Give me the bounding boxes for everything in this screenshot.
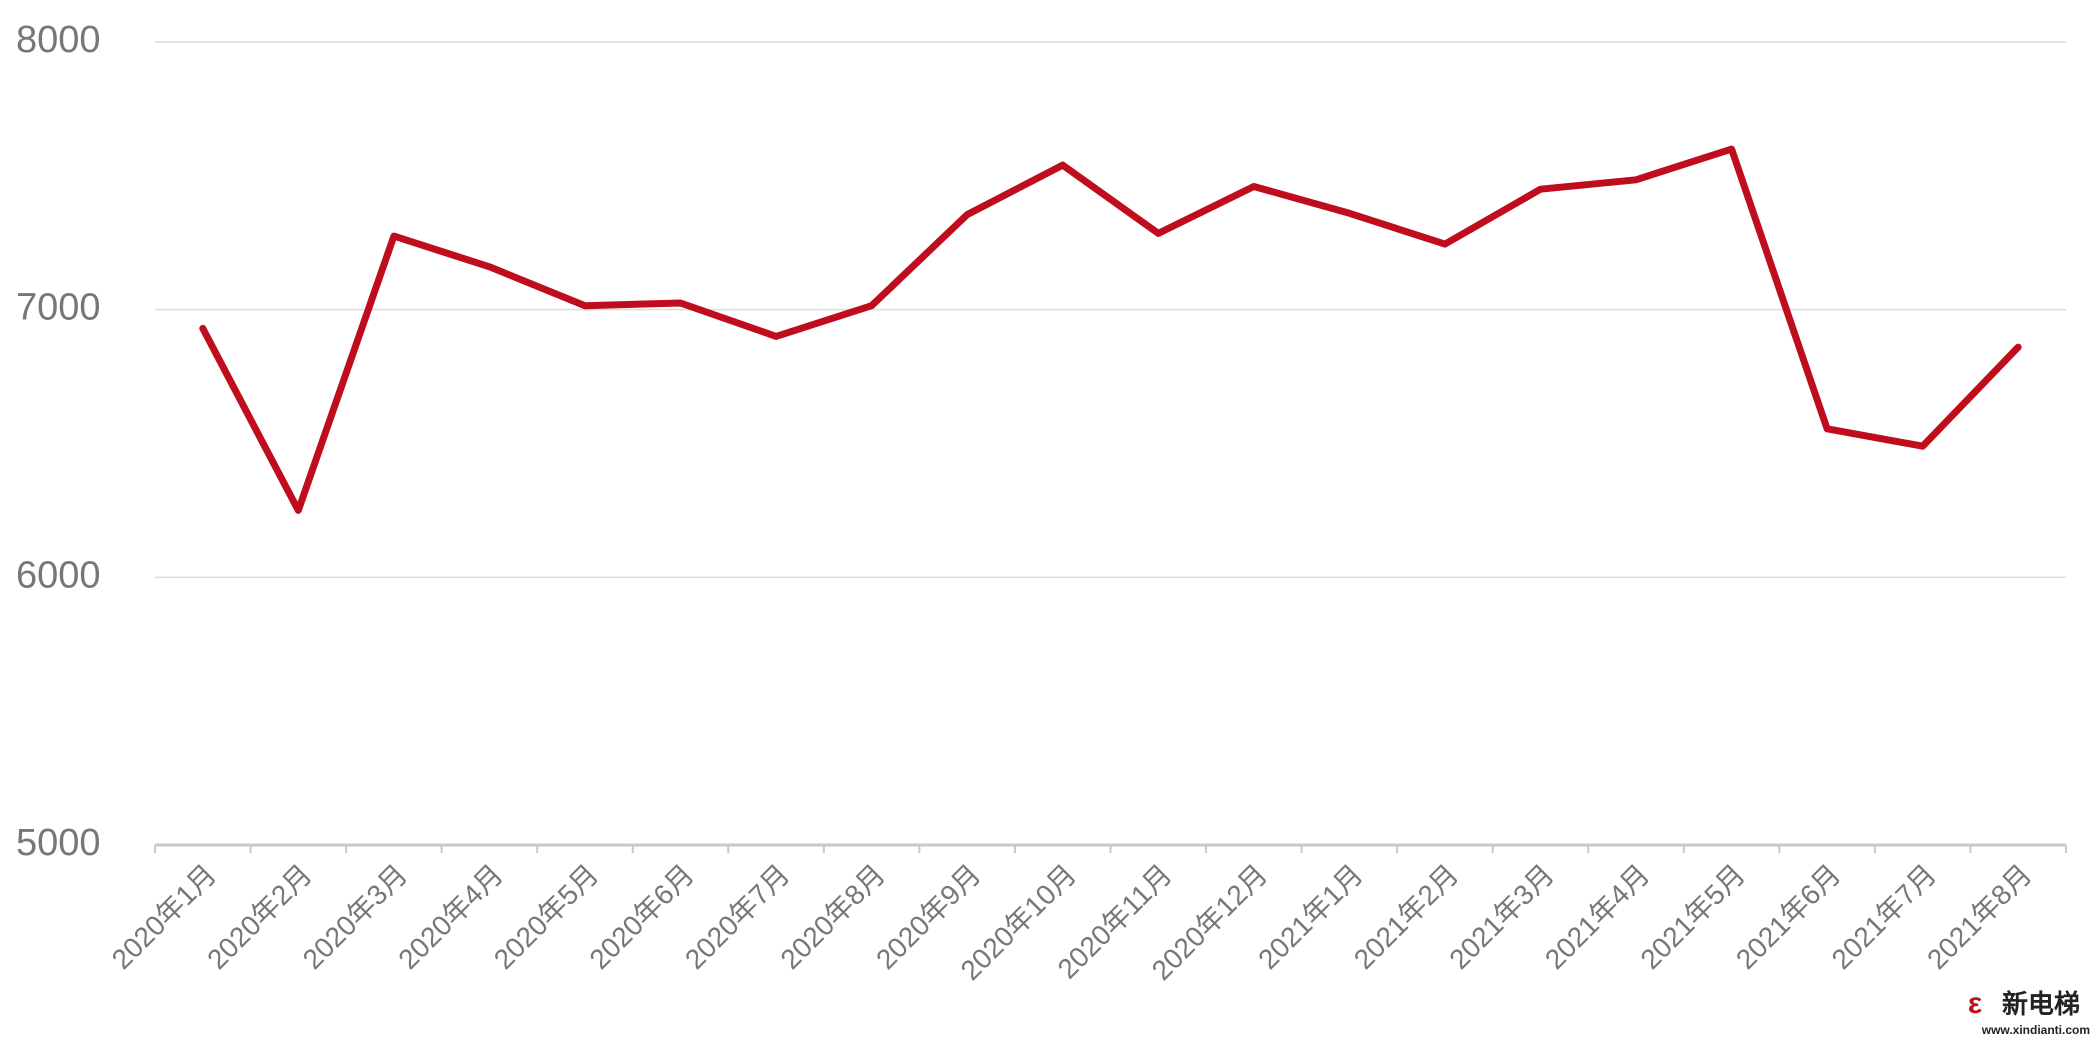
- y-tick-label: 7000: [16, 287, 101, 329]
- watermark-url: www.xindianti.com: [1981, 1023, 2090, 1037]
- watermark-name: 新电梯: [2002, 989, 2080, 1019]
- y-tick-label: 6000: [16, 554, 101, 596]
- x-tick-label: 2021年8月: [1921, 859, 2038, 976]
- y-tick-label: 8000: [16, 19, 101, 61]
- y-tick-label: 5000: [16, 822, 101, 864]
- watermark-logo: ε: [1968, 987, 1982, 1020]
- line: [199, 145, 2022, 514]
